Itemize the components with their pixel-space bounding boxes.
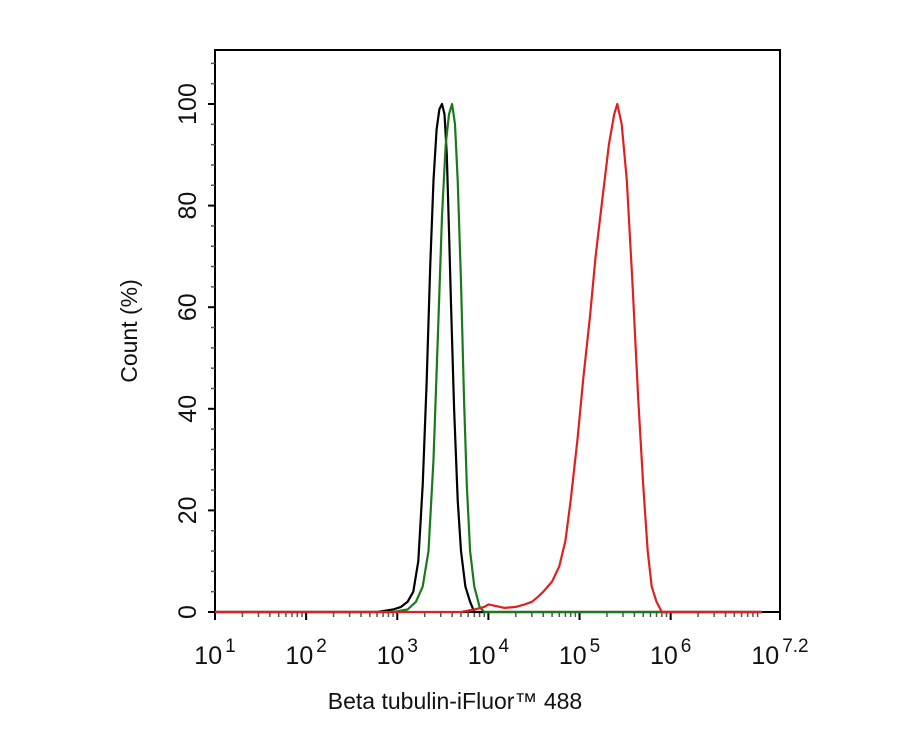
x-tick-exponent: 1 — [225, 636, 236, 657]
x-tick-exponent: 2 — [316, 636, 327, 657]
y-tick-label: 100 — [174, 83, 202, 125]
x-tick-base: 10 — [285, 642, 313, 670]
y-axis-title: Count (%) — [116, 279, 142, 383]
x-tick-label: 10 7.2 — [751, 636, 808, 670]
x-tick-base: 10 — [650, 642, 678, 670]
x-tick-exponent: 3 — [407, 636, 418, 657]
x-tick-label: 10 1 — [194, 636, 235, 670]
minor-ticks — [211, 62, 759, 617]
histogram-series-1 — [215, 102, 762, 614]
x-tick-base: 10 — [194, 642, 222, 670]
x-tick-exponent: 7.2 — [782, 636, 808, 657]
x-tick-label: 10 3 — [377, 636, 418, 670]
x-tick-exponent: 6 — [681, 636, 692, 657]
x-tick-base: 10 — [751, 642, 779, 670]
y-tick-label: 80 — [174, 192, 202, 220]
x-tick-exponent: 4 — [499, 636, 510, 657]
x-tick-base: 10 — [468, 642, 496, 670]
x-tick-exponent: 5 — [590, 636, 601, 657]
x-tick-label: 10 2 — [285, 636, 326, 670]
x-tick-label: 10 6 — [650, 636, 691, 670]
plot-frame — [214, 49, 781, 613]
x-tick-label: 10 5 — [559, 636, 600, 670]
y-tick-label: 40 — [174, 395, 202, 423]
major-ticks — [208, 103, 781, 620]
x-tick-base: 10 — [377, 642, 405, 670]
y-tick-label: 0 — [174, 605, 202, 619]
x-tick-label: 10 4 — [468, 636, 510, 670]
y-tick-labels: 0 20 40 60 80 100 — [174, 83, 202, 619]
y-tick-label: 20 — [174, 496, 202, 524]
x-tick-base: 10 — [559, 642, 587, 670]
x-tick-labels: 10 1 10 2 10 3 10 4 10 5 10 6 10 7.2 — [194, 636, 808, 670]
series-layer — [215, 102, 762, 614]
histogram-series-3 — [215, 102, 762, 614]
y-tick-label: 60 — [174, 293, 202, 321]
x-axis-title: Beta tubulin-iFluor™ 488 — [328, 688, 582, 714]
histogram-series-2 — [215, 102, 762, 614]
